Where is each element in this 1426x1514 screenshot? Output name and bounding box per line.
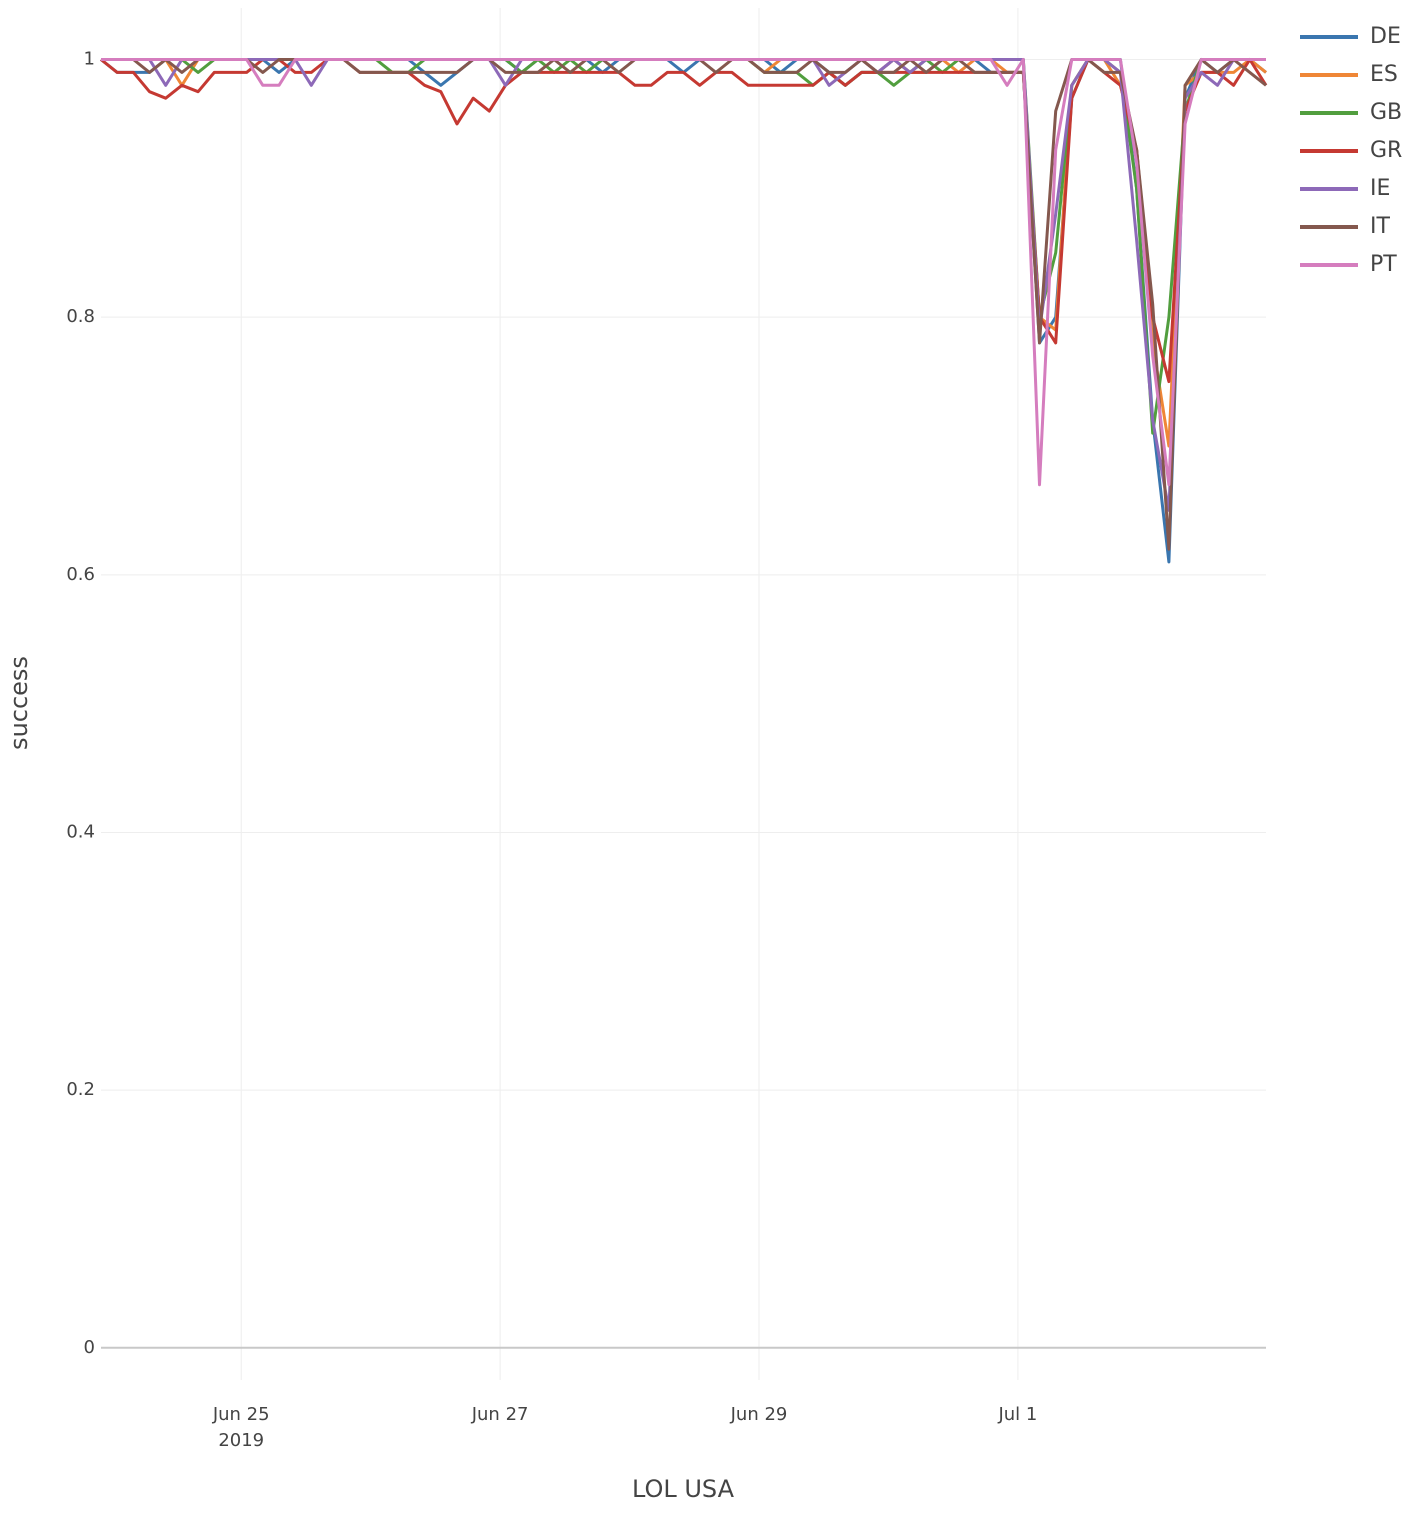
y-tick-label: 0 (84, 1337, 95, 1358)
x-tick-label: Jun 27 (471, 1404, 529, 1425)
y-axis-title: success (5, 656, 33, 750)
x-axis-title: LOL USA (632, 1475, 735, 1503)
legend-label: IT (1370, 214, 1390, 239)
x-tick-label: Jun 29 (730, 1404, 788, 1425)
legend-label: IE (1370, 176, 1390, 201)
legend-label: ES (1370, 62, 1398, 87)
y-tick-label: 1 (84, 49, 95, 70)
x-tick-label: Jun 25 2019 (212, 1404, 270, 1451)
series-line (100, 58, 1268, 384)
y-tick-label: 0.4 (66, 821, 95, 842)
series-line (100, 58, 1267, 564)
y-tick-label: 0.8 (66, 306, 95, 327)
legend-label: PT (1370, 252, 1397, 277)
y-tick-label: 0.6 (66, 564, 95, 585)
y-tick-label: 0.2 (66, 1079, 95, 1100)
legend-label: DE (1370, 24, 1401, 49)
x-tick-label: Jul 1 (998, 1404, 1038, 1425)
legend-label: GR (1370, 138, 1402, 163)
series-line (101, 58, 1267, 551)
legend-label: GB (1370, 100, 1402, 125)
series-line (101, 58, 1266, 435)
series-line (101, 58, 1266, 512)
series-line (101, 58, 1267, 448)
series-line (101, 58, 1266, 487)
